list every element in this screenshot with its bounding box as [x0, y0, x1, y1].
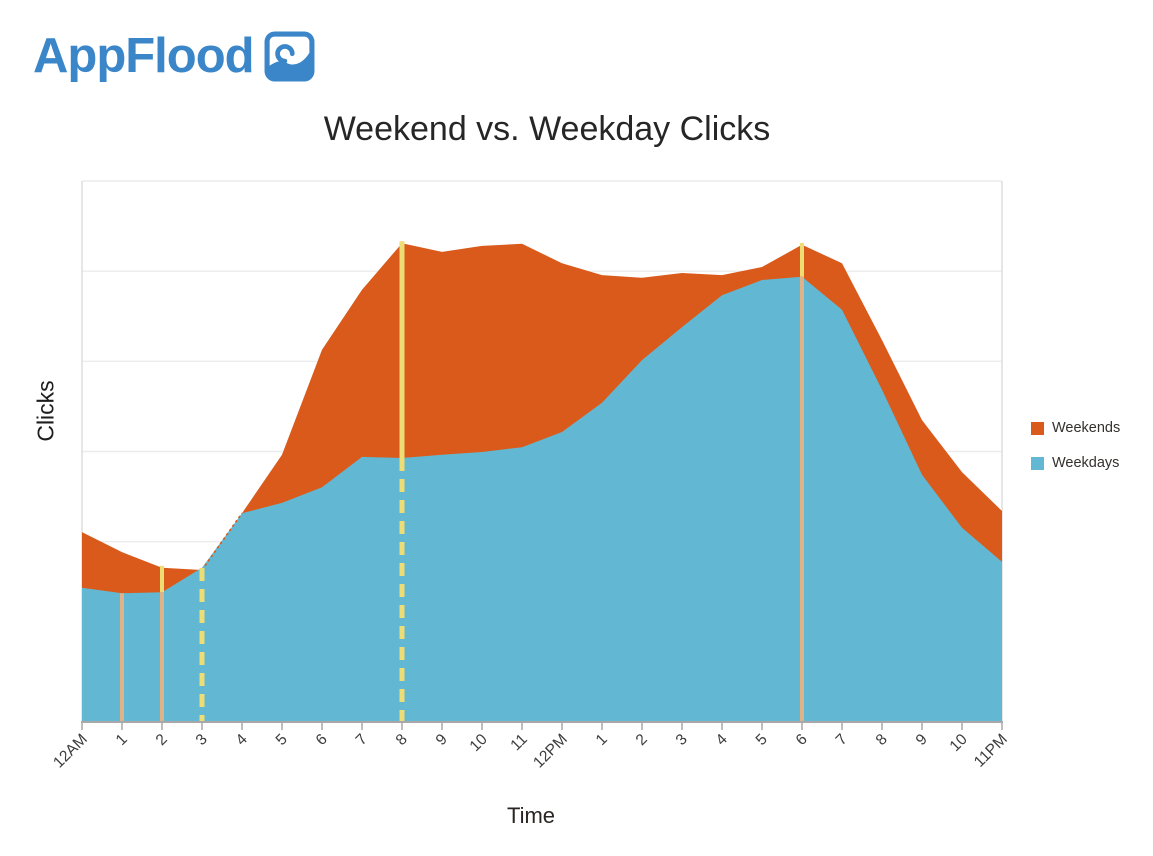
weekends-swatch	[1031, 421, 1044, 435]
x-tick-label: 11PM	[971, 731, 1011, 771]
x-tick-label: 1	[593, 731, 611, 749]
x-tick-label: 10	[947, 731, 971, 755]
legend-item-weekends[interactable]: Weekends	[1031, 420, 1120, 436]
x-tick-label: 11	[507, 731, 530, 754]
x-tick-label: 4	[713, 731, 731, 749]
legend: Weekends Weekdays	[1031, 420, 1120, 471]
appflood-logo-text: AppFlood	[33, 29, 255, 83]
x-tick-label: 7	[833, 731, 851, 749]
x-tick-labels: 12AM 1 2 3 4 5 6 7 8 9 10 11 12PM 1 2 3 4 5 6 7 8 9 10 11PM	[50, 731, 1011, 772]
weekdays-label: Weekdays	[1052, 455, 1120, 471]
x-tick-label: 8	[873, 731, 891, 749]
x-tick-label: 9	[433, 731, 451, 749]
x-tick-label: 5	[273, 731, 291, 749]
x-tick-label: 6	[313, 731, 331, 749]
legend-item-weekdays[interactable]: Weekdays	[1031, 455, 1120, 471]
x-tick-label: 10	[467, 731, 491, 755]
appflood-logo: AppFlood	[33, 30, 316, 83]
x-tick-label: 8	[393, 731, 411, 749]
wave-icon	[264, 31, 315, 82]
x-axis-title: Time	[506, 803, 556, 828]
weekends-hidden-segment	[201, 512, 243, 571]
x-tick-label: 12PM	[530, 731, 571, 772]
x-tick-label: 2	[153, 731, 171, 749]
chart-title: Weekend vs. Weekday Clicks	[323, 110, 771, 148]
x-tick-label: 4	[233, 731, 251, 749]
x-tick-label: 3	[193, 731, 211, 749]
x-tick-label: 2	[633, 731, 651, 749]
x-tick-label: 6	[793, 731, 811, 749]
x-axis	[81, 721, 1003, 730]
weekends-label: Weekends	[1052, 420, 1121, 436]
x-tick-label: 1	[113, 731, 131, 749]
x-tick-label: 5	[753, 731, 771, 749]
x-tick-label: 9	[913, 731, 931, 749]
x-tick-label: 3	[673, 731, 691, 749]
x-tick-label: 12AM	[50, 731, 91, 772]
weekdays-area[interactable]	[82, 276, 1002, 722]
weekdays-swatch	[1031, 456, 1044, 470]
x-tick-label: 7	[353, 731, 371, 749]
clicks-area-chart[interactable]: 12AM 1 2 3 4 5 6 7 8 9 10 11 12PM 1 2 3 4 5 6 7 8 9 10 11PM	[40, 175, 1015, 800]
